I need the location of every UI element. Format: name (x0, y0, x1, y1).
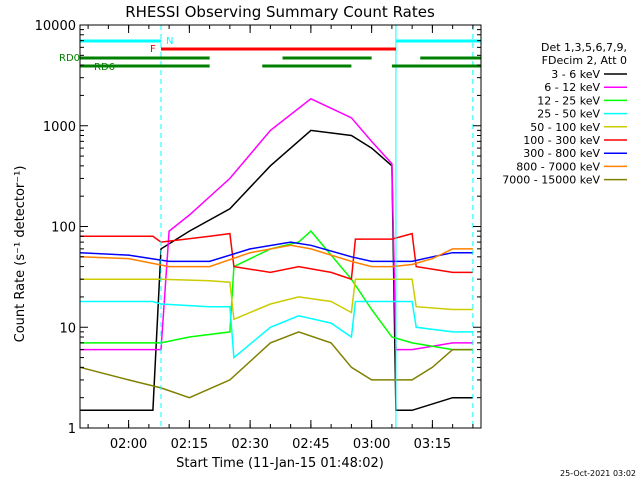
series-line-1 (80, 97, 473, 351)
legend-header-2: FDecim 2, Att 0 (542, 54, 627, 67)
series-line-8 (79, 331, 473, 399)
legend-label-8: 7000 - 15000 keV (502, 174, 600, 187)
state-label-n: N (166, 36, 173, 47)
series-line-5 (80, 232, 473, 281)
legend-label-4: 50 - 100 keV (530, 121, 600, 134)
y-tick-label-2: 100 (51, 221, 76, 236)
x-axis-label: Start Time (11-Jan-15 01:48:02) (176, 456, 384, 471)
state-label-rd0: RD0 (59, 53, 80, 64)
y-tick-label-1: 10 (59, 321, 76, 336)
legend-label-1: 6 - 12 keV (544, 81, 600, 94)
series-line-7 (79, 244, 473, 268)
series-line-0 (80, 129, 473, 412)
x-tick-label-0: 02:00 (110, 437, 147, 452)
y-tick-label-0: 1 (68, 422, 76, 437)
x-tick-label-4: 03:00 (353, 437, 390, 452)
legend-label-0: 3 - 6 keV (551, 68, 600, 81)
state-label-f: F (150, 44, 156, 55)
legend-label-5: 100 - 300 keV (523, 134, 600, 147)
y-tick-label-3: 1000 (43, 120, 76, 135)
series-line-2 (80, 230, 473, 351)
legend-label-6: 300 - 800 keV (523, 147, 600, 160)
x-tick-label-5: 03:15 (414, 437, 451, 452)
series-line-3 (80, 300, 473, 360)
timestamp: 25-Oct-2021 03:02 (560, 469, 636, 478)
legend-label-3: 25 - 50 keV (537, 108, 600, 121)
x-tick-label-3: 02:45 (292, 437, 329, 452)
y-tick-label-4: 10000 (35, 19, 76, 34)
series-line-6 (79, 241, 473, 263)
state-label-rd6: RD6 (94, 62, 115, 73)
legend-label-7: 800 - 7000 keV (516, 160, 600, 173)
x-tick-label-1: 02:15 (171, 437, 208, 452)
series-line-4 (80, 278, 473, 321)
x-tick-label-2: 02:30 (231, 437, 268, 452)
chart-title: RHESSI Observing Summary Count Rates (125, 3, 435, 21)
y-axis-label: Count Rate (s⁻¹ detector⁻¹) (13, 166, 28, 343)
plot-frame (79, 24, 482, 429)
legend-label-2: 12 - 25 keV (537, 94, 600, 107)
legend-header-1: Det 1,3,5,6,7,9, (541, 41, 627, 54)
